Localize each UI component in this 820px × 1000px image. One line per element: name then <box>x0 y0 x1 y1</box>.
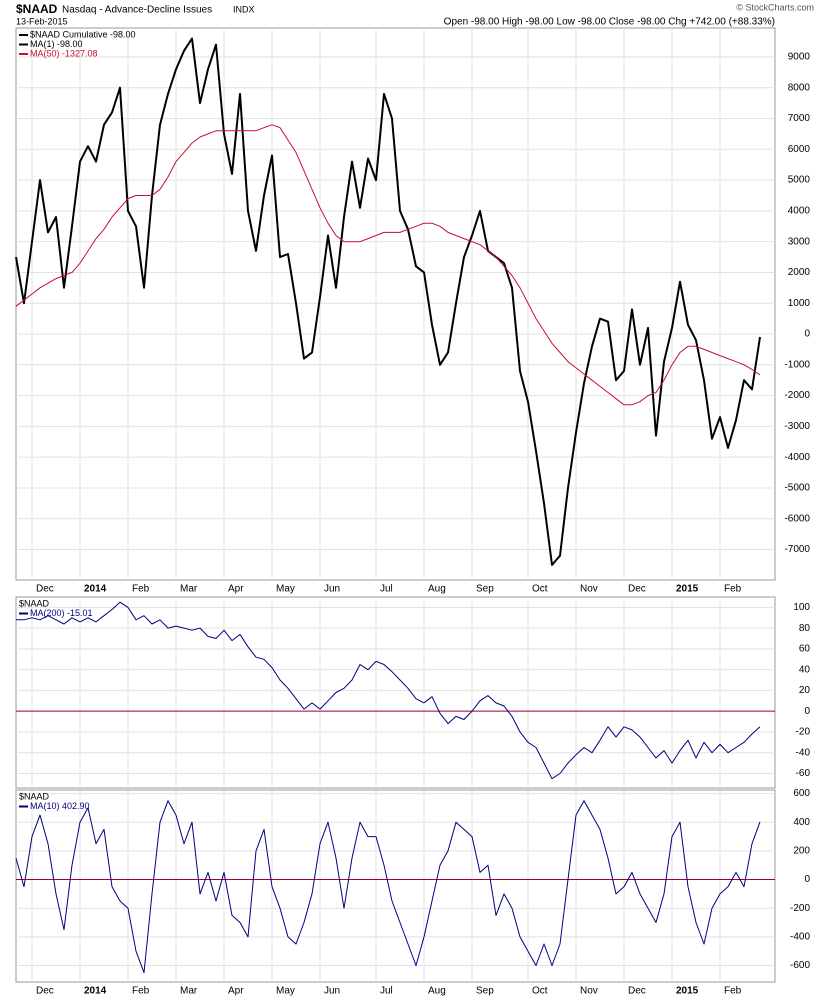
x-tick-label: 2014 <box>84 986 107 997</box>
data-line <box>15 37 761 566</box>
y-tick-label: -20 <box>796 727 811 738</box>
legend-label: MA(1) -98.00 <box>30 39 83 49</box>
y-tick-label: 0 <box>804 874 810 885</box>
legend-label: $NAAD <box>19 791 50 801</box>
x-tick-label: Feb <box>132 986 150 997</box>
x-tick-label: Feb <box>132 584 150 595</box>
legend-label: MA(200) -15.01 <box>30 608 93 618</box>
x-tick-label: Mar <box>180 986 198 997</box>
symbol: $NAAD <box>16 2 58 16</box>
y-tick-label: 8000 <box>788 82 811 93</box>
x-tick-label: Dec <box>36 986 54 997</box>
x-tick-label: Feb <box>724 986 742 997</box>
x-tick-label: Jul <box>380 584 393 595</box>
y-tick-label: 100 <box>793 602 810 613</box>
y-tick-label: 2000 <box>788 267 811 278</box>
y-tick-label: -6000 <box>784 513 810 524</box>
y-tick-label: -3000 <box>784 421 810 432</box>
x-tick-label: 2014 <box>84 584 107 595</box>
x-tick-label: Jun <box>324 584 340 595</box>
y-tick-label: 0 <box>804 706 810 717</box>
y-tick-label: -4000 <box>784 452 810 463</box>
panel-frame <box>15 596 776 789</box>
y-tick-label: 3000 <box>788 236 811 247</box>
x-tick-label: Dec <box>628 986 646 997</box>
y-tick-label: -5000 <box>784 483 810 494</box>
y-tick-label: 5000 <box>788 175 811 186</box>
y-tick-label: -200 <box>790 903 810 914</box>
x-tick-label: Apr <box>228 584 244 595</box>
x-tick-label: Jul <box>380 986 393 997</box>
x-tick-label: Apr <box>228 986 244 997</box>
copyright: © StockCharts.com <box>736 2 814 12</box>
x-tick-label: Nov <box>580 584 598 595</box>
x-tick-label: Feb <box>724 584 742 595</box>
y-tick-label: -400 <box>790 932 810 943</box>
y-tick-label: -1000 <box>784 359 810 370</box>
y-tick-label: 0 <box>804 329 810 340</box>
y-tick-label: 60 <box>799 644 811 655</box>
x-tick-label: May <box>276 986 295 997</box>
x-tick-label: Dec <box>36 584 54 595</box>
y-tick-label: 7000 <box>788 113 811 124</box>
y-tick-label: -2000 <box>784 390 810 401</box>
y-tick-label: 200 <box>793 846 810 857</box>
exchange: INDX <box>233 4 255 14</box>
y-tick-label: 1000 <box>788 298 811 309</box>
y-tick-label: -40 <box>796 747 811 758</box>
legend-label: $NAAD Cumulative -98.00 <box>30 29 136 39</box>
x-tick-label: Jun <box>324 986 340 997</box>
y-tick-label: 400 <box>793 817 810 828</box>
x-tick-label: Nov <box>580 986 598 997</box>
panel-frame <box>15 27 776 581</box>
x-tick-label: 2015 <box>676 986 699 997</box>
data-line <box>15 800 761 974</box>
y-tick-label: 40 <box>799 664 811 675</box>
index-name: Nasdaq - Advance-Decline Issues <box>62 5 212 16</box>
x-tick-label: Sep <box>476 986 494 997</box>
x-tick-label: Mar <box>180 584 198 595</box>
y-tick-label: 6000 <box>788 144 811 155</box>
x-tick-label: Sep <box>476 584 494 595</box>
x-tick-label: Aug <box>428 584 446 595</box>
legend-label: MA(50) -1327.08 <box>30 48 98 58</box>
quote: Open -98.00 High -98.00 Low -98.00 Close… <box>444 17 775 28</box>
y-tick-label: 9000 <box>788 52 811 63</box>
data-line <box>15 124 761 406</box>
y-tick-label: 20 <box>799 685 811 696</box>
y-tick-label: 600 <box>793 788 810 799</box>
y-tick-label: 4000 <box>788 206 811 217</box>
panel-frame <box>15 789 776 983</box>
y-tick-label: -7000 <box>784 544 810 555</box>
date: 13-Feb-2015 <box>16 16 68 26</box>
x-tick-label: Oct <box>532 986 548 997</box>
x-tick-label: Dec <box>628 584 646 595</box>
x-tick-label: May <box>276 584 295 595</box>
x-tick-label: Oct <box>532 584 548 595</box>
legend-label: $NAAD <box>19 598 50 608</box>
y-tick-label: -60 <box>796 768 811 779</box>
x-tick-label: 2015 <box>676 584 699 595</box>
legend-label: MA(10) 402.90 <box>30 801 90 811</box>
x-tick-label: Aug <box>428 986 446 997</box>
y-tick-label: 80 <box>799 623 811 634</box>
data-line <box>16 601 761 780</box>
y-tick-label: -600 <box>790 960 810 971</box>
